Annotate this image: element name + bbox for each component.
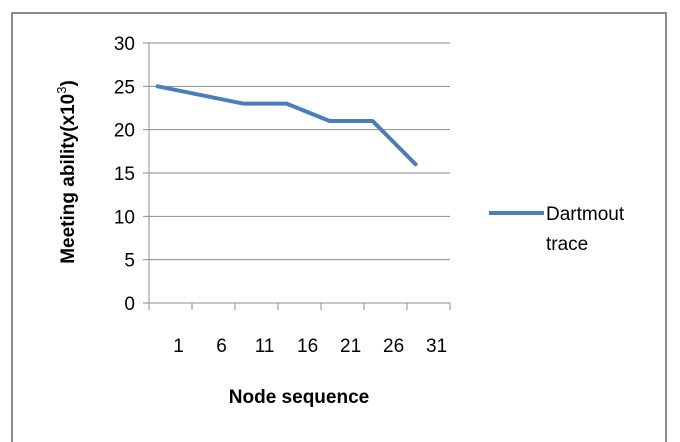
- y-axis-title-suffix: ): [58, 80, 79, 86]
- y-tick-label: 15: [114, 164, 135, 185]
- y-tick-label: 10: [114, 207, 135, 228]
- x-tick-label: 16: [297, 336, 318, 357]
- x-tick-label: 11: [255, 336, 275, 357]
- y-tick-label: 20: [114, 121, 135, 142]
- x-tick-label: 1: [173, 336, 184, 357]
- series-group: [158, 86, 416, 164]
- y-axis-title-main: Meeting ability(x10: [58, 94, 79, 264]
- x-tick-label: 21: [340, 336, 361, 357]
- x-tick-label: 6: [216, 336, 227, 357]
- axes: [143, 43, 450, 310]
- legend-label-line2: trace: [546, 234, 588, 255]
- y-tick-label: 0: [124, 294, 135, 315]
- y-tick-label: 30: [114, 34, 135, 55]
- y-tick-label: 5: [124, 251, 135, 272]
- x-tick-label: 31: [426, 336, 447, 357]
- legend: Dartmout trace: [489, 204, 625, 255]
- x-tick-label: 26: [383, 336, 404, 357]
- series-line-0: [158, 86, 416, 164]
- y-axis-title: Meeting ability(x103): [54, 80, 79, 264]
- x-axis-title: Node sequence: [229, 387, 369, 408]
- y-axis-title-superscript: 3: [54, 87, 69, 94]
- y-tick-label: 25: [114, 77, 135, 98]
- y-tick-labels: 0 5 10 15 20 25 30: [114, 34, 135, 315]
- legend-label-line1: Dartmout: [546, 204, 625, 225]
